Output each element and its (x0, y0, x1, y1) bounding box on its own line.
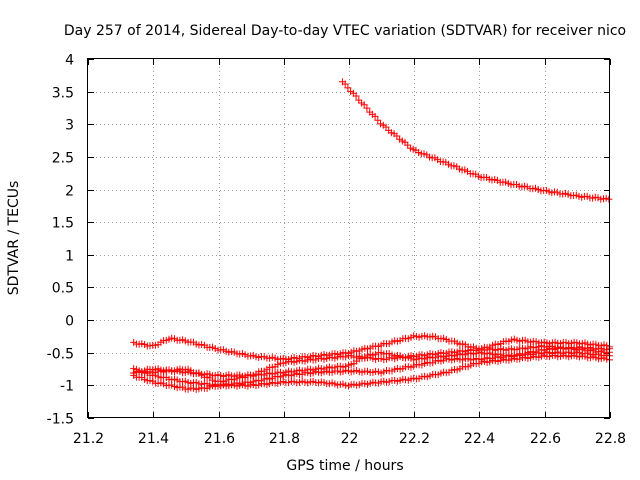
data-point (371, 112, 379, 120)
y-tick-labels: -1.5 -1 -0.5 0 0.5 1 1.5 2 2.5 3 3.5 4 (47, 53, 74, 428)
chart-title: Day 257 of 2014, Sidereal Day-to-day VTE… (64, 23, 626, 39)
y-axis-label: SDTVAR / TECUs (6, 181, 22, 296)
x-tick-label: 21.6 (204, 431, 235, 447)
series-sat-b (130, 332, 613, 363)
y-tick-label: 1 (65, 249, 74, 265)
y-tick-label: 4 (65, 53, 74, 69)
y-tick-label: 3.5 (52, 86, 74, 102)
y-tick-label: 3 (65, 118, 74, 134)
data-point (363, 104, 371, 112)
series-sat-e (130, 351, 613, 393)
y-tick-label: 2 (65, 184, 74, 200)
data-point (352, 92, 360, 100)
y-tick-label: -1 (60, 379, 74, 395)
data-point (341, 80, 349, 88)
plot-frame (87, 58, 610, 418)
x-tick-label: 22.4 (464, 431, 495, 447)
y-tick-label: 0.5 (52, 281, 74, 297)
series-sat-a (339, 78, 613, 203)
y-tick-label: -0.5 (47, 347, 74, 363)
y-tick-label: -1.5 (47, 412, 74, 428)
x-tick-label: 22.8 (595, 431, 626, 447)
x-tick-labels: 21.2 21.4 21.6 21.8 22 22.2 22.4 22.6 22.8 (73, 431, 626, 447)
series-sat-f (130, 343, 613, 380)
x-tick-label: 21.2 (73, 431, 104, 447)
y-tick-label: 0 (65, 314, 74, 330)
x-tick-label: 22.6 (530, 431, 561, 447)
x-tick-label: 21.4 (138, 431, 169, 447)
data-point (605, 195, 613, 203)
data-marks (130, 78, 613, 393)
y-tick-label: 2.5 (52, 151, 74, 167)
x-axis-label: GPS time / hours (286, 458, 403, 474)
x-tick-label: 22 (341, 431, 359, 447)
y-tick-label: 1.5 (52, 216, 74, 232)
data-point (374, 116, 382, 124)
x-tick-label: 22.2 (399, 431, 430, 447)
x-tick-label: 21.8 (269, 431, 300, 447)
series-sat-c (130, 342, 613, 386)
